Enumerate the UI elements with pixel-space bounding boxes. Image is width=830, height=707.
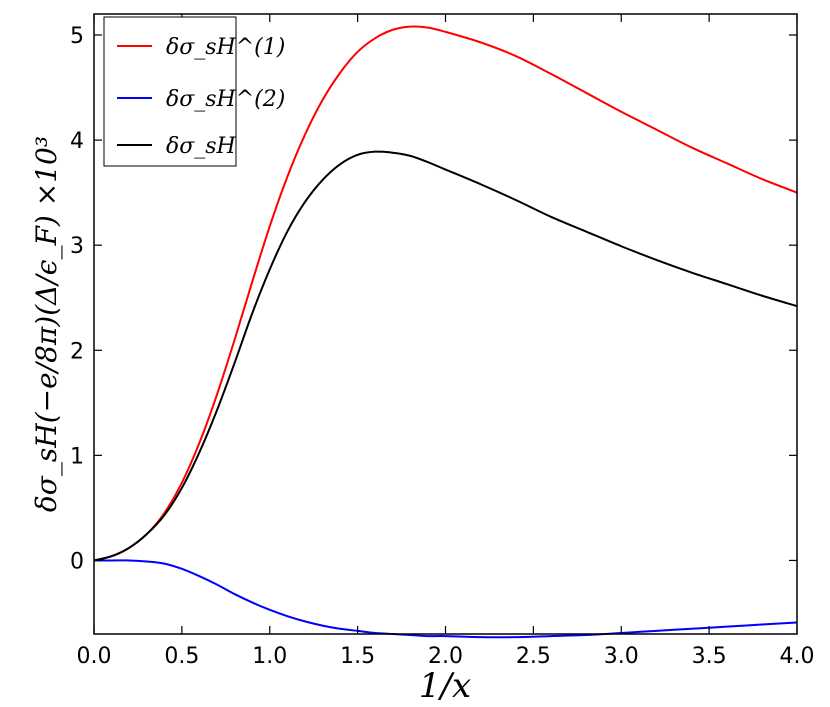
y-tick-label: 5 — [70, 24, 84, 49]
x-tick-label: 3.5 — [692, 644, 727, 669]
x-tick-label: 1.5 — [340, 644, 375, 669]
legend-label-3: δσ_sH — [166, 134, 237, 159]
x-tick-label: 3.0 — [604, 644, 639, 669]
y-tick-label: 0 — [70, 549, 84, 574]
x-tick-label: 4.0 — [780, 644, 815, 669]
legend-box — [103, 16, 237, 167]
y-tick-label: 4 — [70, 129, 84, 154]
series-line-1 — [93, 25, 798, 562]
legend-label-2: δσ_sH^(2) — [166, 87, 285, 112]
x-tick-label: 0.5 — [164, 644, 199, 669]
legend-items: δσ_sH^(1) δσ_sH^(2) δσ_sH — [117, 35, 285, 159]
x-axis-label: 1/x — [419, 666, 471, 706]
series-line-3 — [93, 150, 798, 562]
tick-layer: 0.0 0.5 1.0 1.5 2.0 2.5 3.0 3.5 4.0 0 1 2 3 4 5 — [70, 14, 815, 669]
y-tick-label: 3 — [70, 234, 84, 259]
x-tick-label: 1.0 — [252, 644, 287, 669]
y-tick-label: 1 — [70, 444, 84, 469]
x-tick-label: 0.0 — [77, 644, 112, 669]
x-tick-label: 2.0 — [428, 644, 463, 669]
y-tick-label: 2 — [70, 339, 84, 364]
legend: δσ_sH^(1) δσ_sH^(2) δσ_sH — [103, 16, 285, 167]
y-axis-label: δσ_sH(−e/8π)(Δ/ϵ_F) ×10³ — [30, 136, 63, 512]
x-tick-label: 2.5 — [516, 644, 551, 669]
legend-label-1: δσ_sH^(1) — [166, 35, 285, 60]
